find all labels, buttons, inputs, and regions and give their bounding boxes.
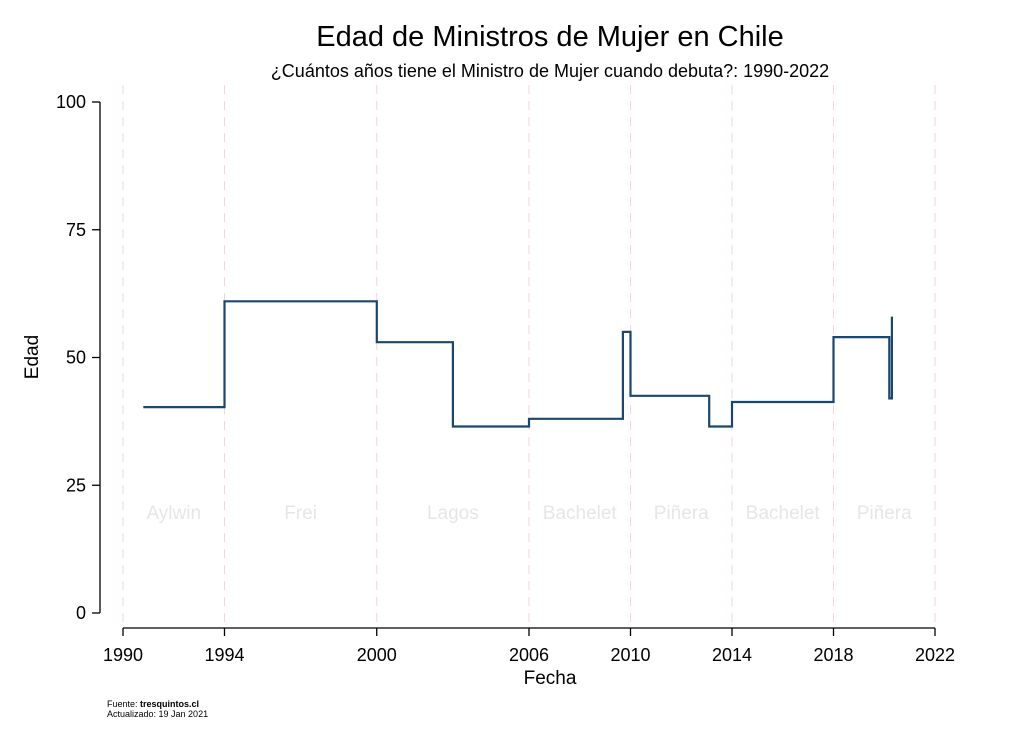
y-tick-label: 100 — [56, 92, 86, 112]
period-label: Frei — [284, 503, 317, 524]
period-label: Lagos — [427, 503, 479, 524]
x-tick-label: 2022 — [915, 645, 955, 665]
period-label: Piñera — [857, 503, 912, 524]
period-label: Bachelet — [746, 503, 821, 524]
x-tick-label: 1990 — [103, 645, 143, 665]
source-note: Fuente: tresquintos.cl — [107, 699, 199, 709]
x-tick-label: 2018 — [813, 645, 853, 665]
source-label: Fuente: — [107, 699, 140, 709]
chart-subtitle: ¿Cuántos años tiene el Ministro de Mujer… — [271, 61, 829, 81]
x-tick-label: 2014 — [712, 645, 752, 665]
x-ticks: 1990 1994 2000 2006 2010 2014 2018 2022 — [103, 628, 955, 665]
period-label: Piñera — [654, 503, 709, 524]
y-tick-label: 50 — [66, 348, 86, 368]
chart-title: Edad de Ministros de Mujer en Chile — [316, 21, 783, 53]
x-tick-label: 2010 — [610, 645, 650, 665]
series-line — [143, 300, 893, 428]
x-tick-label: 2006 — [509, 645, 549, 665]
y-tick-label: 0 — [76, 603, 86, 623]
updated-note: Actualizado: 19 Jan 2021 — [107, 709, 208, 719]
y-ticks: 0 25 50 75 100 — [56, 92, 100, 623]
y-tick-label: 25 — [66, 475, 86, 495]
x-axis-label: Fecha — [524, 668, 577, 689]
source-link[interactable]: tresquintos.cl — [140, 699, 199, 709]
period-gridlines — [122, 85, 936, 628]
y-axis-label: Edad — [22, 335, 43, 379]
x-tick-label: 2000 — [357, 645, 397, 665]
period-label: Bachelet — [543, 503, 618, 524]
period-labels: Aylwin Frei Lagos Bachelet Piñera Bachelet Piñ… — [146, 503, 912, 524]
x-tick-label: 1994 — [204, 645, 244, 665]
period-label: Aylwin — [146, 503, 201, 524]
y-tick-label: 75 — [66, 220, 86, 240]
